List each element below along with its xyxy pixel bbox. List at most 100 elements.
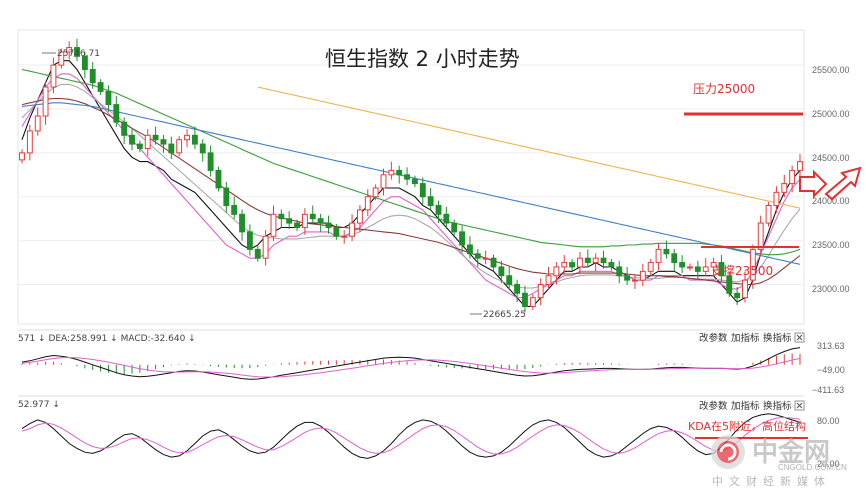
candle	[726, 272, 733, 297]
candle-body	[372, 187, 379, 198]
candle	[522, 285, 528, 313]
candle	[710, 257, 717, 276]
macd-y-tick: −411.63	[812, 385, 844, 395]
change-params-button[interactable]: 改参数	[699, 332, 728, 344]
candle-body	[19, 152, 25, 161]
candle-body	[694, 266, 701, 272]
candle	[608, 259, 615, 271]
candle	[278, 209, 285, 228]
candle-body	[451, 222, 458, 233]
candle-body	[498, 266, 505, 277]
candle-body	[663, 248, 670, 255]
candle	[97, 79, 104, 95]
candle-body	[561, 262, 568, 268]
candle-body	[184, 134, 190, 141]
candle	[325, 215, 332, 234]
support-label: 支撑23500	[711, 263, 773, 278]
candle-body	[404, 174, 411, 180]
horizontal-gridlines	[18, 64, 804, 286]
candle	[223, 181, 230, 213]
candle	[427, 187, 434, 211]
candle	[215, 166, 222, 192]
candle	[600, 250, 607, 269]
candle-body	[121, 121, 128, 136]
kd-y-tick: 20.00	[817, 459, 840, 469]
candle-body	[467, 244, 473, 255]
candle-body	[797, 161, 803, 171]
macd-lines	[21, 347, 801, 380]
kd-k-line	[21, 413, 801, 459]
candle	[451, 219, 458, 236]
candle	[50, 57, 57, 94]
candle-body	[380, 174, 387, 189]
candle	[506, 266, 513, 290]
candle	[160, 134, 167, 153]
candle-body	[254, 248, 261, 259]
candle	[388, 161, 395, 180]
ma-line	[21, 68, 801, 256]
watermark-name: 中金网	[752, 437, 830, 468]
candle-body	[81, 55, 88, 70]
candle	[632, 275, 638, 289]
candle-body	[569, 262, 576, 268]
candle	[545, 266, 552, 290]
add-indicator-button[interactable]: 加指标	[731, 332, 760, 344]
change-params-button[interactable]: 改参数	[699, 400, 728, 412]
candle-body	[136, 143, 143, 149]
candle	[757, 215, 764, 256]
candle-body	[671, 253, 678, 264]
up-right-arrow-icon	[824, 166, 862, 201]
switch-indicator-button[interactable]: 换指标	[763, 400, 792, 412]
candle	[655, 243, 662, 271]
y-tick-label: 25500.00	[812, 65, 850, 75]
switch-indicator-button[interactable]: 换指标	[763, 332, 792, 344]
close-icon[interactable]	[794, 400, 805, 411]
candle	[671, 248, 678, 272]
candle	[349, 214, 355, 242]
candle	[411, 175, 418, 188]
max-label: 25746.71	[57, 49, 100, 59]
candle	[467, 236, 473, 259]
candle	[443, 206, 450, 230]
kd-legend: 52.977 ↓	[18, 400, 60, 410]
candle	[239, 209, 245, 241]
ma-line	[21, 60, 801, 307]
candle-body	[349, 222, 355, 237]
candle-body	[262, 235, 269, 259]
candle	[396, 165, 403, 184]
candle	[435, 200, 442, 224]
candle-body	[58, 51, 65, 66]
macd-legend: 571 ↓ DEA:258.991 ↓ MACD:-32.640 ↓	[18, 334, 196, 344]
close-icon[interactable]	[794, 332, 805, 343]
add-indicator-button[interactable]: 加指标	[731, 400, 760, 412]
candle-body	[309, 213, 316, 220]
candle	[734, 287, 741, 306]
candle-body	[459, 231, 466, 246]
candle	[569, 259, 576, 271]
candle	[270, 205, 277, 242]
candle-body	[749, 248, 756, 281]
candle-body	[624, 275, 631, 281]
candle	[514, 279, 521, 303]
candle	[789, 165, 796, 193]
candle	[372, 184, 379, 201]
candle	[624, 266, 631, 285]
macd-dif-line	[21, 347, 801, 380]
candle	[380, 168, 387, 196]
candle-body	[545, 275, 552, 286]
candle-body	[286, 218, 293, 224]
resistance-label: 压力25000	[693, 82, 755, 96]
candle-body	[726, 275, 733, 294]
candle	[592, 253, 599, 272]
candle-body	[356, 209, 363, 224]
candle-body	[765, 205, 772, 224]
candle	[34, 107, 41, 136]
candle	[537, 278, 544, 306]
candle-body	[207, 152, 214, 171]
candle	[773, 186, 780, 213]
candle-body	[506, 275, 513, 286]
candle-body	[26, 130, 33, 154]
candle-body	[317, 218, 324, 224]
candle-body	[333, 226, 340, 237]
ma-line	[21, 97, 801, 286]
